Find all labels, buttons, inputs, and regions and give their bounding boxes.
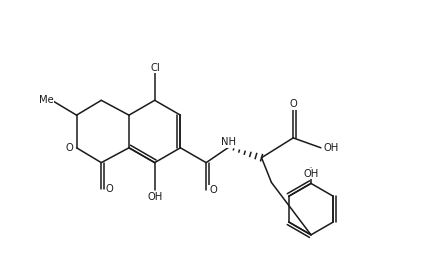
- Text: NH: NH: [221, 137, 237, 147]
- Text: Cl: Cl: [151, 63, 161, 73]
- Text: O: O: [290, 99, 297, 109]
- Text: O: O: [66, 143, 74, 153]
- Text: OH: OH: [323, 143, 339, 153]
- Text: O: O: [209, 185, 217, 195]
- Text: O: O: [105, 184, 113, 194]
- Text: Me: Me: [39, 95, 53, 105]
- Text: OH: OH: [304, 168, 318, 179]
- Text: OH: OH: [147, 192, 162, 202]
